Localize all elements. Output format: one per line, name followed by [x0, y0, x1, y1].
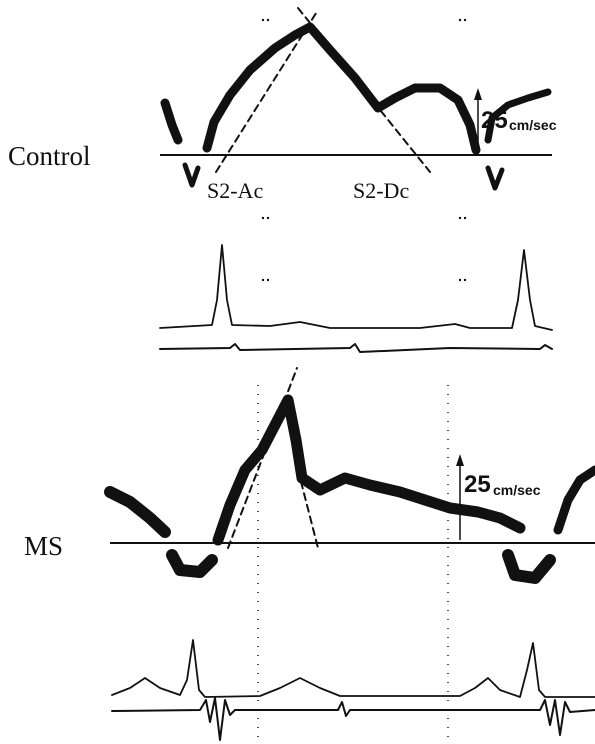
figure: Control S2-Ac S2-Dc 25 cm/sec MS 25 cm/s [0, 0, 595, 744]
page: Control S2-Ac S2-Dc 25 cm/sec MS 25 cm/s [0, 0, 595, 744]
ecg-trace [160, 245, 552, 330]
scale-value: 25 [481, 107, 508, 134]
doppler-trace [110, 492, 165, 532]
time-markers [262, 19, 466, 281]
panel-label: Control [8, 141, 91, 171]
annotation: S2-Dc [353, 178, 409, 203]
doppler-trace [488, 168, 502, 188]
phono-trace [160, 344, 552, 352]
doppler-trace [558, 470, 595, 530]
dashed-tangent [228, 368, 297, 548]
scale-unit: cm/sec [509, 117, 557, 133]
doppler-trace [207, 27, 476, 150]
scale-unit: cm/sec [493, 482, 541, 498]
doppler-trace [165, 103, 178, 140]
ecg-trace [112, 640, 595, 697]
control-panel: Control S2-Ac S2-Dc 25 cm/sec [8, 8, 557, 352]
annotation: S2-Ac [207, 178, 263, 203]
arrow-head [474, 88, 482, 100]
doppler-trace [508, 555, 550, 578]
doppler-trace [172, 555, 212, 572]
doppler-trace [218, 400, 520, 540]
panel-label: MS [24, 531, 63, 561]
phono-trace [112, 698, 595, 740]
ms-panel: MS 25 cm/sec [24, 368, 595, 744]
arrow-head [456, 454, 464, 466]
scale-value: 25 [464, 471, 491, 498]
doppler-trace [185, 165, 198, 185]
